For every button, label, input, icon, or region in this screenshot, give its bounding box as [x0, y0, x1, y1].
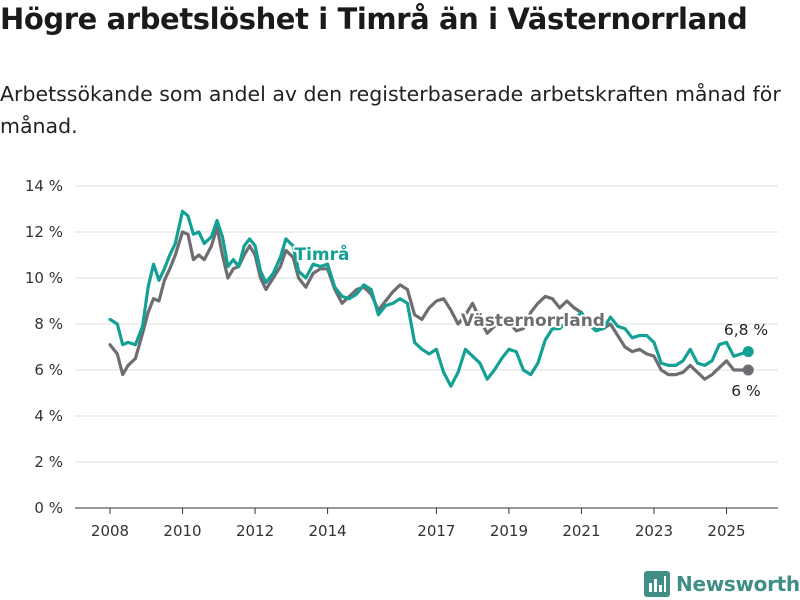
x-tick-label: 2019: [490, 522, 528, 540]
chart-title: Högre arbetslöshet i Timrå än i Västerno…: [0, 2, 748, 36]
x-tick-label: 2012: [236, 522, 274, 540]
end-label-vasternorrland: 6 %: [731, 382, 761, 400]
y-tick-label: 10 %: [25, 269, 63, 287]
newsworthy-logo: Newsworthy: [644, 570, 800, 598]
x-tick-label: 2008: [91, 522, 129, 540]
newsworthy-logo-icon: [644, 571, 670, 597]
y-tick-label: 6 %: [34, 361, 63, 379]
x-tick-label: 2021: [562, 522, 600, 540]
series-line-vasternorrland: [108, 225, 750, 381]
y-tick-label: 4 %: [34, 407, 63, 425]
x-tick-label: 2025: [707, 522, 745, 540]
x-axis-ticks: 2008 2010 2012 2014 2017 2019 2021 2023 2025: [91, 508, 746, 540]
y-tick-label: 2 %: [34, 453, 63, 471]
end-point-timra: [742, 346, 754, 358]
y-tick-label: 0 %: [34, 499, 63, 517]
end-label-timra: 6,8 %: [724, 321, 768, 339]
chart-subtitle: Arbetssökande som andel av den registerb…: [0, 82, 781, 138]
series-line-timra: [108, 209, 750, 388]
x-tick-label: 2010: [163, 522, 201, 540]
x-tick-label: 2017: [417, 522, 455, 540]
series-lines: [108, 209, 750, 388]
y-tick-label: 14 %: [25, 177, 63, 195]
y-axis-ticks: 0 % 2 % 4 % 6 % 8 % 10 % 12 % 14 %: [25, 177, 63, 517]
series-label-vasternorrland: Västernorrland: [461, 311, 605, 331]
brand-name: Newsworthy: [676, 572, 800, 596]
y-tick-label: 12 %: [25, 223, 63, 241]
x-tick-label: 2023: [635, 522, 673, 540]
series-label-timra: Timrå: [295, 243, 350, 265]
y-tick-label: 8 %: [34, 315, 63, 333]
series-labels: 6,8 % 6 % Timrå Västernorrland: [293, 241, 769, 400]
x-tick-label: 2014: [308, 522, 346, 540]
end-point-vasternorrland: [742, 364, 754, 376]
